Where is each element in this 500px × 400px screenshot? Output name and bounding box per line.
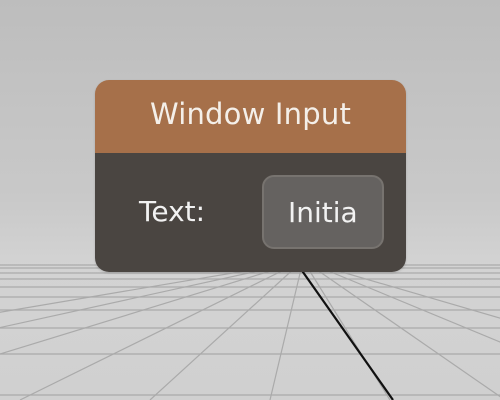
text-input[interactable] — [262, 175, 384, 249]
text-field-label: Text: — [139, 195, 206, 228]
window-body: Text: — [95, 153, 406, 272]
window-title: Window Input — [149, 96, 352, 131]
window-input-panel: Window Input Text: — [95, 80, 406, 272]
title-bar[interactable]: Window Input — [95, 80, 406, 153]
